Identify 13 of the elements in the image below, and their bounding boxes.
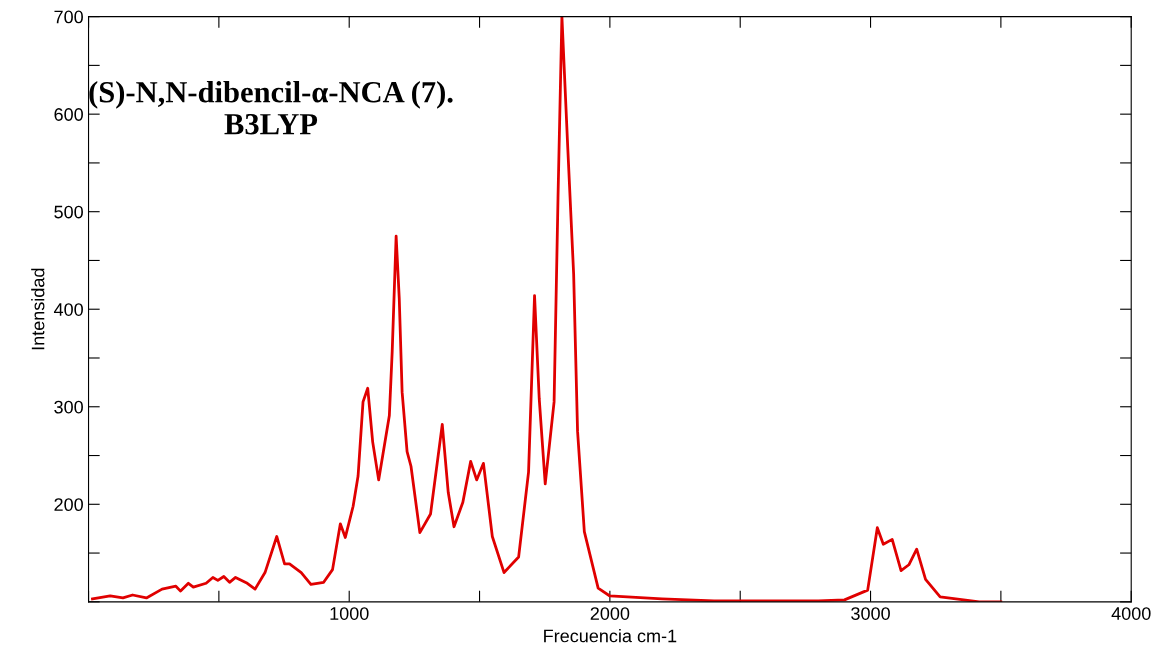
x-tick-label: 2000 (590, 607, 630, 620)
y-tick-label: 600 (54, 108, 83, 121)
y-tick-label: 400 (53, 303, 83, 316)
x-tick-label: 3000 (851, 607, 890, 620)
x-axis-title: Frecuencia cm-1 (544, 629, 677, 643)
annotation: (S)-N,N-dibencil-α-NCA (7). B3LYP (89, 81, 453, 135)
x-tick-label: 4000 (1111, 607, 1151, 620)
y-tick-label: 500 (54, 205, 83, 219)
y-tick-label: 200 (54, 498, 83, 512)
y-tick-label: 300 (54, 400, 83, 414)
y-tick-label: 700 (54, 10, 83, 24)
y-axis-title: Intensidad (31, 268, 45, 350)
x-tick-label: 1000 (330, 607, 369, 620)
